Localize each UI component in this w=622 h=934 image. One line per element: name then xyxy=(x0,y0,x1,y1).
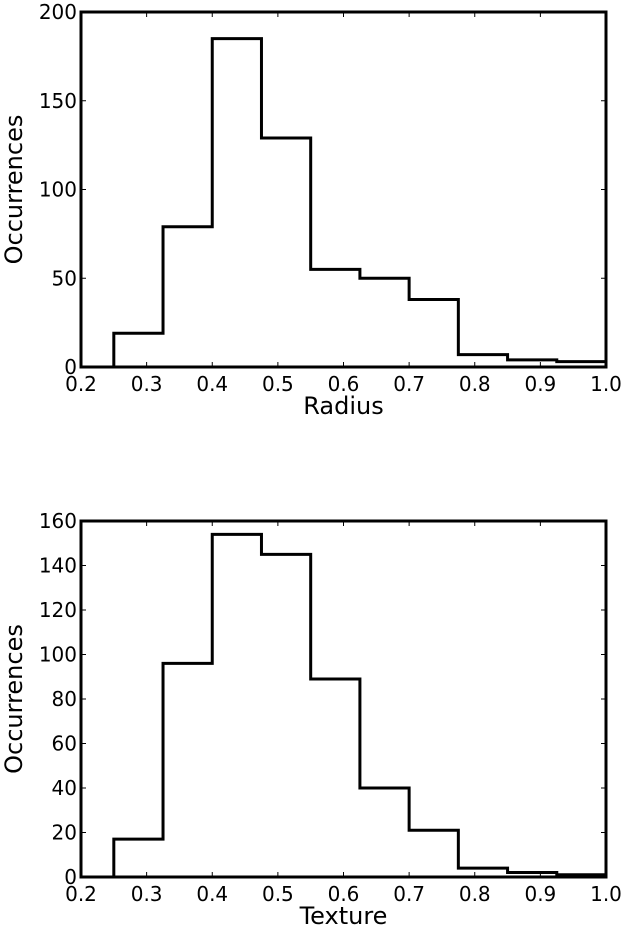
x-tick-label: 0.3 xyxy=(131,372,163,396)
x-tick-label: 0.2 xyxy=(65,882,97,906)
y-axis-label: Occurrences xyxy=(0,624,28,774)
x-tick-label: 0.7 xyxy=(393,372,425,396)
x-tick-label: 0.2 xyxy=(65,372,97,396)
y-tick-label: 80 xyxy=(52,687,77,711)
x-tick-label: 0.8 xyxy=(459,372,491,396)
y-tick-label: 40 xyxy=(52,776,77,800)
x-tick-label: 1.0 xyxy=(590,882,622,906)
radius-histogram-plot: 0.2 0.3 0.4 0.5 0.6 0.7 0.8 0.9 1.0 0 50 100 150 200 R… xyxy=(0,0,622,420)
y-tick-label: 0 xyxy=(64,355,77,379)
y-tick-label: 60 xyxy=(52,732,77,756)
y-tick-label: 200 xyxy=(39,0,77,24)
x-axis-label: Radius xyxy=(303,392,383,420)
x-tick-label: 0.9 xyxy=(524,372,556,396)
y-tick-label: 100 xyxy=(39,643,77,667)
y-tick-label: 50 xyxy=(52,266,77,290)
x-tick-label: 0.6 xyxy=(328,372,360,396)
y-tick-label: 140 xyxy=(39,554,77,578)
x-tick-label: 0.7 xyxy=(393,882,425,906)
radius-histogram: 0.2 0.3 0.4 0.5 0.6 0.7 0.8 0.9 1.0 0 50 100 150 200 R… xyxy=(0,0,622,450)
x-tick-label: 0.6 xyxy=(328,882,360,906)
y-tick-label: 120 xyxy=(39,598,77,622)
y-tick-label: 100 xyxy=(39,178,77,202)
histogram-steps xyxy=(112,37,608,367)
y-tick-label: 20 xyxy=(52,821,77,845)
x-tick-label: 0.5 xyxy=(262,882,294,906)
y-tick-label: 160 xyxy=(39,509,77,533)
x-axis-label: Texture xyxy=(299,902,388,930)
y-tick-label: 0 xyxy=(64,865,77,889)
histogram-steps xyxy=(112,532,608,877)
x-tick-label: 1.0 xyxy=(590,372,622,396)
x-tick-label: 0.3 xyxy=(131,882,163,906)
y-tick-label: 150 xyxy=(39,89,77,113)
axes-frame xyxy=(79,519,608,879)
y-axis-label: Occurrences xyxy=(0,115,28,265)
x-tick-label: 0.4 xyxy=(196,372,228,396)
x-tick-label: 0.8 xyxy=(459,882,491,906)
x-tick-label: 0.5 xyxy=(262,372,294,396)
x-tick-label: 0.9 xyxy=(524,882,556,906)
x-tick-label: 0.4 xyxy=(196,882,228,906)
